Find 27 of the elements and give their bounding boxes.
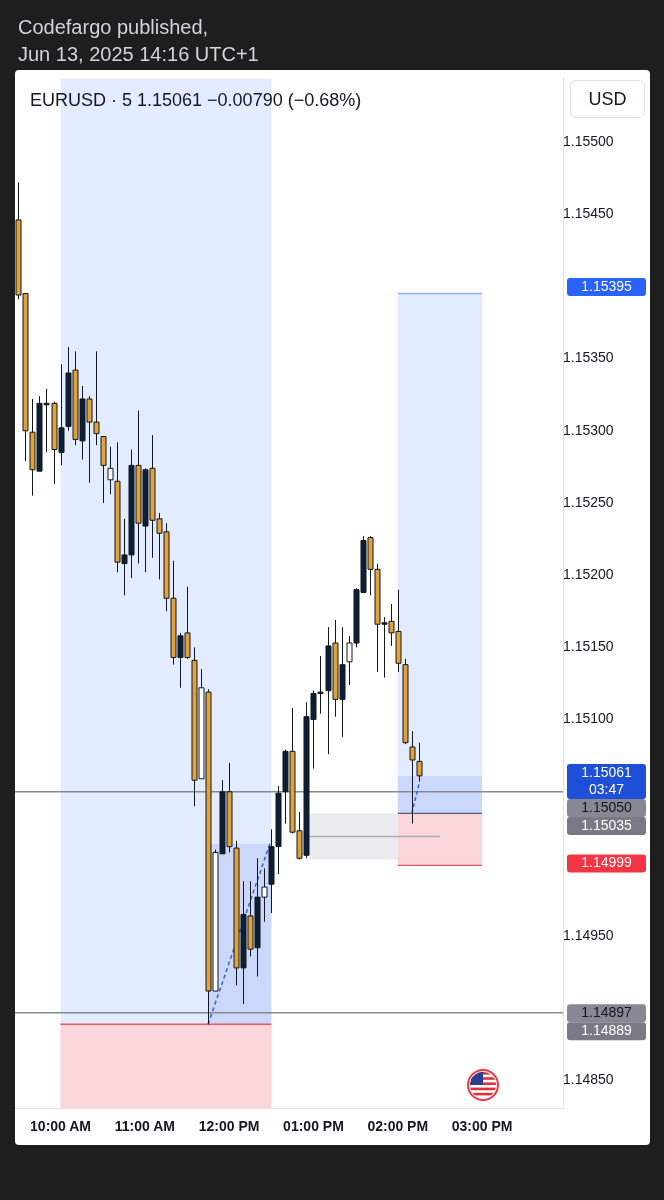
x-tick-label: 03:00 PM (451, 1118, 513, 1135)
text: 1.14889 (581, 1022, 633, 1039)
text: Codefargo published, (18, 15, 210, 40)
y-tick-label: 1.14950 (563, 927, 614, 944)
y-tick-label: 1.15250 (563, 493, 614, 510)
text: 1.15061 03:47 (581, 763, 633, 797)
y-tick-label: 1.15500 (563, 132, 614, 149)
text: Jun 13, 2025 14:16 UTC+1 (18, 42, 259, 67)
text: 1.14999 (581, 854, 633, 871)
text: 1.15035 (581, 816, 633, 833)
y-tick-label: 1.14850 (563, 1071, 614, 1088)
x-tick-label: 12:00 PM (198, 1118, 260, 1135)
text: 1.15395 (581, 277, 633, 294)
y-tick-label: 1.15300 (563, 421, 614, 438)
x-tick-label: 11:00 AM (114, 1118, 175, 1135)
x-tick-label: 01:00 PM (283, 1118, 344, 1135)
y-tick-label: 1.15150 (563, 638, 614, 655)
y-tick-label: 1.15450 (563, 205, 614, 221)
x-tick-label: 02:00 PM (367, 1118, 429, 1135)
ref-line-label: 1.14897 (581, 1004, 633, 1021)
text: EURUSD · 5 1.15061 −0.00790 (−0.68%) (30, 90, 362, 111)
ref-line-label: 1.15050 (581, 798, 633, 815)
x-tick-label: 10:00 AM (30, 1118, 91, 1135)
y-tick-label: 1.15200 (563, 566, 614, 583)
y-tick-label: 1.15350 (563, 349, 614, 366)
y-axis-title: USD (570, 80, 645, 118)
y-tick-label: 1.15100 (563, 710, 614, 727)
